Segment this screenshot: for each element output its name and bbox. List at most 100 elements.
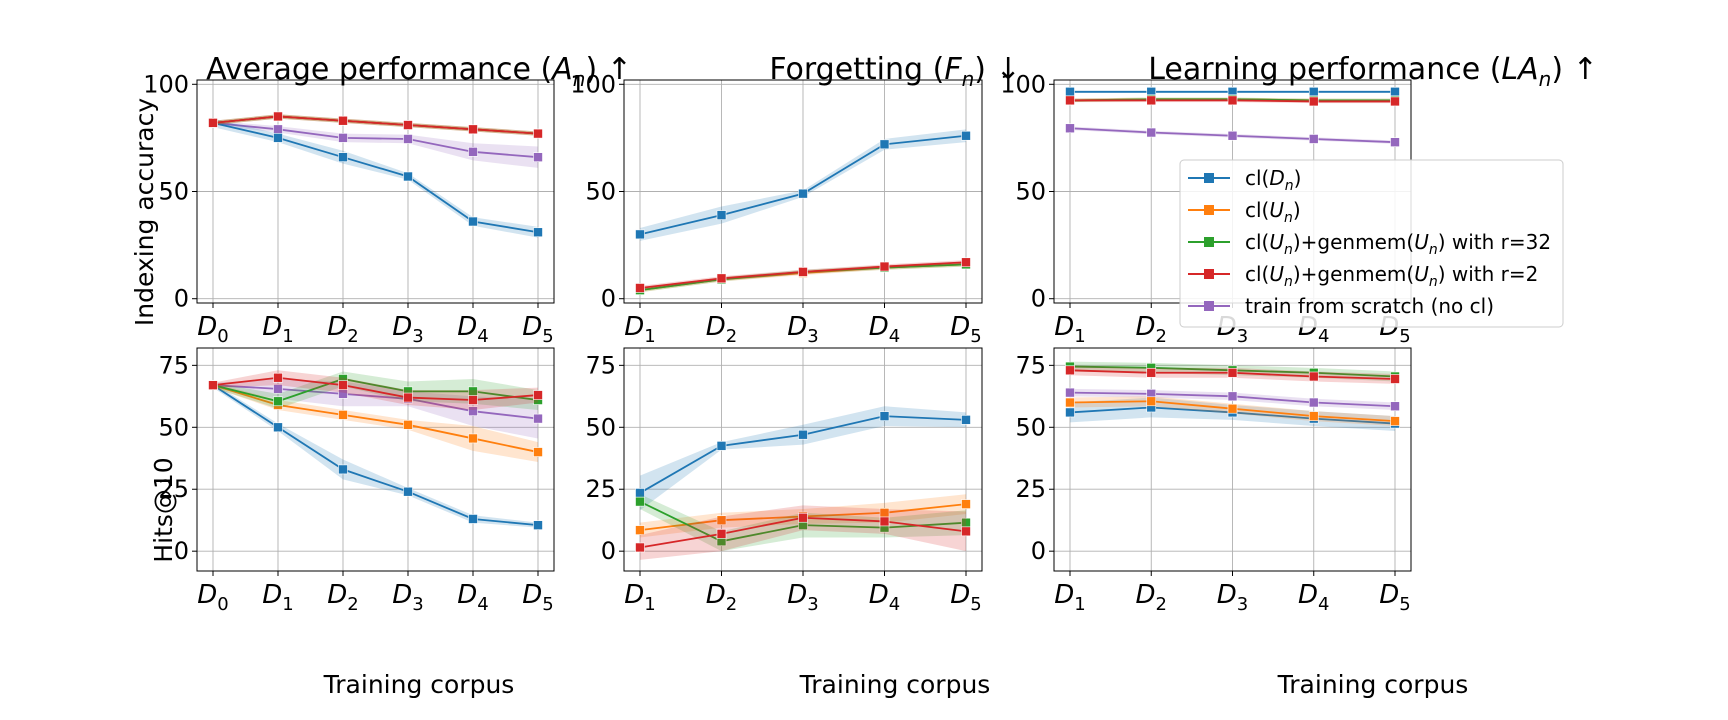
data-point: [879, 139, 890, 150]
confidence-band: [213, 378, 538, 439]
data-point: [1227, 403, 1238, 414]
data-point: [338, 464, 348, 475]
data-point: [716, 441, 727, 451]
data-point: [533, 128, 543, 139]
data-point: [403, 392, 413, 403]
confidence-band: [213, 120, 538, 168]
x-tick-label: D4: [457, 580, 488, 615]
y-tick-label: 50: [1015, 178, 1046, 206]
data-point: [468, 124, 478, 135]
data-point: [798, 267, 808, 277]
x-tick-label: D3: [787, 312, 818, 347]
y-tick-label: 75: [158, 351, 189, 379]
x-tick-label: D4: [457, 312, 488, 347]
confidence-band: [213, 114, 538, 136]
data-point: [338, 380, 348, 390]
y-tick-label: 75: [1015, 351, 1046, 379]
data-point: [273, 422, 283, 433]
legend-label: cl(Un)+genmem(Un) with r=2: [1245, 262, 1538, 290]
subplot-2: 0 50 100 D1 D2 D3 D4 D5: [570, 70, 983, 347]
subplot-1: 0 50 100 D0 D1 D2 D3 D4 D5: [143, 70, 555, 347]
y-tick-label: 100: [143, 70, 189, 98]
data-point: [533, 152, 543, 162]
data-point: [879, 261, 890, 272]
xlabel-training-corpus-2: Training corpus: [799, 670, 991, 699]
data-point: [798, 188, 808, 199]
data-point: [635, 229, 645, 240]
x-tick-label: D4: [1298, 580, 1329, 615]
x-tick-label: D5: [1379, 580, 1410, 615]
data-point: [961, 130, 971, 141]
data-point: [273, 111, 283, 122]
confidence-band: [640, 406, 966, 511]
data-point: [1065, 123, 1075, 134]
x-tick-label: D2: [706, 580, 737, 615]
x-tick-label: D5: [522, 580, 553, 615]
data-point: [1065, 397, 1075, 408]
legend-marker: [1204, 205, 1214, 215]
x-tick-label: D0: [197, 580, 228, 615]
title-forgetting: Forgetting (Fn) ↓: [769, 52, 1020, 91]
legend-entry-cl-un: cl(Un): [1188, 198, 1301, 226]
data-point: [635, 525, 645, 535]
data-point: [1065, 95, 1075, 106]
legend-label: cl(Un)+genmem(Un) with r=32: [1245, 230, 1551, 258]
y-tick-label: 50: [585, 178, 616, 206]
legend-entry-cl-dn: cl(Dn): [1188, 166, 1301, 194]
subplot-6: 0 25 50 75 D1 D2 D3 D4 D5: [1015, 347, 1412, 615]
data-point: [1308, 134, 1319, 144]
data-point: [533, 227, 543, 238]
data-point: [533, 447, 543, 457]
x-tick-label: D1: [1054, 580, 1085, 615]
x-tick-label: D3: [1217, 580, 1248, 615]
data-point: [1308, 96, 1319, 107]
data-point: [1065, 86, 1075, 97]
legend-marker: [1204, 173, 1214, 183]
data-point: [961, 257, 971, 268]
legend-entry-train-from-scratch: train from scratch (no cl): [1188, 294, 1494, 318]
data-point: [273, 396, 283, 407]
data-point: [1390, 86, 1400, 97]
x-tick-label: D4: [869, 580, 900, 615]
data-point: [468, 433, 478, 444]
data-point: [1390, 416, 1400, 426]
x-tick-label: D5: [522, 312, 553, 347]
data-point: [1146, 367, 1157, 378]
data-point: [403, 120, 413, 130]
legend-entry-genmem-r32: cl(Un)+genmem(Un) with r=32: [1188, 230, 1551, 258]
y-tick-label: 100: [1000, 70, 1046, 98]
title-average-performance: Average performance (An) ↑: [206, 52, 632, 91]
data-point: [879, 516, 890, 527]
data-point: [468, 406, 478, 416]
data-point: [403, 420, 413, 430]
confidence-band: [213, 382, 538, 462]
x-tick-label: D2: [1136, 312, 1167, 347]
data-point: [961, 499, 971, 509]
x-tick-label: D1: [1054, 312, 1085, 347]
xlabel-training-corpus-3: Training corpus: [1277, 670, 1469, 699]
data-point: [468, 514, 478, 524]
data-point: [961, 526, 971, 537]
x-tick-label: D1: [262, 312, 293, 347]
y-tick-label: 0: [601, 537, 616, 565]
data-point: [1227, 130, 1238, 141]
data-point: [1308, 397, 1319, 408]
confidence-band: [213, 114, 538, 136]
series-line: [212, 376, 539, 401]
data-point: [338, 152, 348, 162]
data-point: [1146, 95, 1157, 106]
data-point: [533, 413, 543, 424]
data-point: [1065, 365, 1075, 376]
data-point: [716, 210, 727, 220]
legend-entry-genmem-r2: cl(Un)+genmem(Un) with r=2: [1188, 262, 1538, 290]
series-line: [212, 115, 539, 135]
data-point: [338, 133, 348, 143]
series-line: [212, 121, 539, 159]
data-point: [879, 411, 890, 421]
title-learning-performance: Learning performance (LAn) ↑: [1148, 52, 1597, 91]
subplot-5: 0 25 50 75 D1 D2 D3 D4 D5: [585, 347, 983, 615]
series-line: [212, 384, 539, 420]
y-tick-label: 25: [585, 475, 616, 503]
x-tick-label: D2: [1136, 580, 1167, 615]
